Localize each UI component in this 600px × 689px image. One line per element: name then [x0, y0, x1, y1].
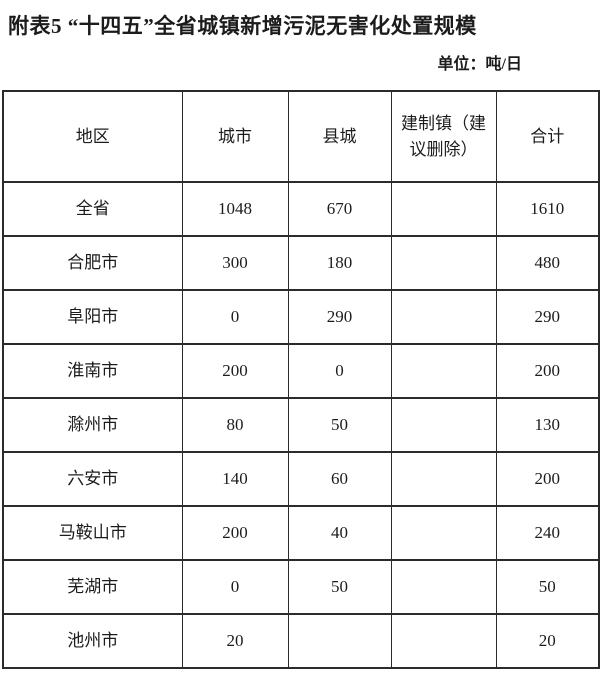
cell-town: [390, 451, 497, 507]
cell-town: [390, 343, 497, 399]
cell-total: 130: [495, 397, 600, 453]
cell-county: 290: [287, 289, 392, 345]
cell-town: [390, 397, 497, 453]
cell-region: 全省: [2, 181, 183, 237]
column-header-county: 县城: [287, 90, 392, 183]
cell-total: 200: [495, 451, 600, 507]
cell-total: 1610: [495, 181, 600, 237]
cell-region: 芜湖市: [2, 559, 183, 615]
cell-city: 0: [181, 559, 289, 615]
cell-city: 1048: [181, 181, 289, 237]
table-row: 阜阳市 0 290 290: [2, 289, 600, 345]
cell-region: 阜阳市: [2, 289, 183, 345]
cell-county: 60: [287, 451, 392, 507]
cell-county: 40: [287, 505, 392, 561]
cell-town: [390, 289, 497, 345]
cell-city: 300: [181, 235, 289, 291]
table-row: 淮南市 200 0 200: [2, 343, 600, 399]
cell-city: 200: [181, 343, 289, 399]
cell-county: [287, 613, 392, 669]
cell-county: 180: [287, 235, 392, 291]
cell-town: [390, 181, 497, 237]
cell-county: 50: [287, 559, 392, 615]
cell-region: 六安市: [2, 451, 183, 507]
cell-region: 淮南市: [2, 343, 183, 399]
cell-town: [390, 505, 497, 561]
unit-label: 单位：吨/日: [437, 56, 522, 73]
page-title: 附表5 “十四五”全省城镇新增污泥无害化处置规模: [8, 14, 477, 38]
cell-city: 80: [181, 397, 289, 453]
sludge-disposal-table: 地区 城市 县城 建制镇（建议删除） 合计 全省 1048 670 1610 合…: [2, 90, 600, 669]
cell-total: 200: [495, 343, 600, 399]
cell-region: 滁州市: [2, 397, 183, 453]
table-row: 芜湖市 0 50 50: [2, 559, 600, 615]
cell-town: [390, 235, 497, 291]
cell-total: 20: [495, 613, 600, 669]
cell-city: 0: [181, 289, 289, 345]
table-row: 池州市 20 20: [2, 613, 600, 669]
column-header-region: 地区: [2, 90, 183, 183]
cell-region: 池州市: [2, 613, 183, 669]
cell-total: 480: [495, 235, 600, 291]
cell-city: 140: [181, 451, 289, 507]
cell-city: 200: [181, 505, 289, 561]
cell-total: 290: [495, 289, 600, 345]
table-row: 六安市 140 60 200: [2, 451, 600, 507]
cell-county: 50: [287, 397, 392, 453]
cell-total: 240: [495, 505, 600, 561]
table-row: 马鞍山市 200 40 240: [2, 505, 600, 561]
cell-region: 合肥市: [2, 235, 183, 291]
table-row: 合肥市 300 180 480: [2, 235, 600, 291]
table-header-row: 地区 城市 县城 建制镇（建议删除） 合计: [2, 90, 600, 183]
table-row: 全省 1048 670 1610: [2, 181, 600, 237]
column-header-city: 城市: [181, 90, 289, 183]
cell-county: 670: [287, 181, 392, 237]
column-header-town: 建制镇（建议删除）: [390, 90, 497, 183]
cell-total: 50: [495, 559, 600, 615]
column-header-total: 合计: [495, 90, 600, 183]
cell-county: 0: [287, 343, 392, 399]
cell-town: [390, 613, 497, 669]
cell-region: 马鞍山市: [2, 505, 183, 561]
cell-city: 20: [181, 613, 289, 669]
table-row: 滁州市 80 50 130: [2, 397, 600, 453]
cell-town: [390, 559, 497, 615]
